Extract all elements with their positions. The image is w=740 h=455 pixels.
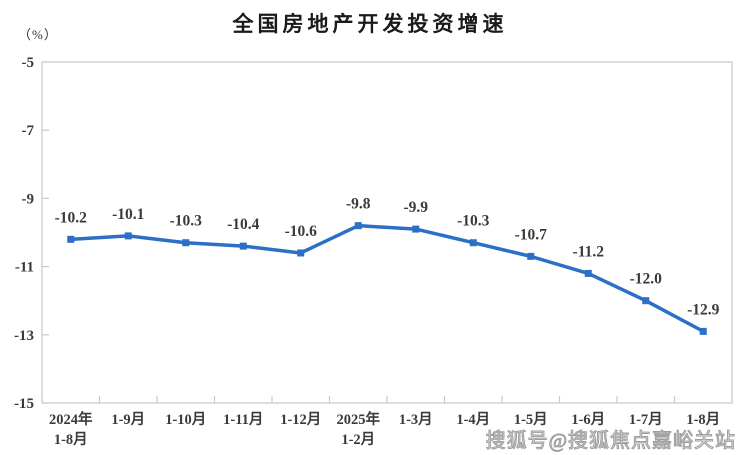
data-point-marker	[239, 242, 247, 250]
data-point-marker	[182, 239, 190, 247]
x-axis-tick-label: 1-10月	[165, 411, 206, 428]
x-axis-tick-label: 1-5月	[514, 411, 548, 428]
x-axis-tick-label: 1-6月	[571, 411, 605, 428]
data-point-marker	[584, 269, 592, 277]
data-point-label: -10.6	[285, 223, 318, 240]
data-point-marker	[67, 235, 75, 243]
data-point-marker	[642, 297, 650, 305]
x-axis-tick-label: 1-9月	[111, 411, 145, 428]
y-axis-tick-label: -5	[22, 55, 35, 71]
data-point-label: -10.3	[170, 213, 203, 230]
data-point-marker	[527, 252, 535, 260]
y-axis-tick-label: -15	[14, 396, 34, 412]
data-point-marker	[699, 327, 707, 335]
data-point-marker	[354, 222, 362, 230]
y-axis-tick-label: -13	[14, 328, 34, 344]
data-point-label: -9.8	[346, 196, 371, 213]
data-point-label: -12.0	[630, 271, 663, 288]
x-axis-tick-label: 1-4月	[456, 411, 490, 428]
chart-title: 全国房地产开发投资增速	[232, 13, 508, 36]
data-point-label: -12.9	[687, 301, 720, 318]
data-point-label: -10.1	[112, 206, 144, 223]
plot-border	[41, 61, 733, 404]
x-axis-tick-label: 1-8月	[686, 411, 720, 428]
y-axis-unit-label: （%）	[18, 27, 58, 42]
data-point-marker	[124, 232, 132, 240]
data-point-label: -9.9	[403, 199, 428, 216]
y-axis-tick-label: -11	[15, 260, 34, 276]
data-point-label: -10.7	[515, 226, 548, 243]
data-point-label: -10.4	[227, 216, 260, 233]
x-axis-tick-label: 1-12月	[280, 411, 321, 428]
data-point-marker	[469, 239, 477, 247]
data-point-marker	[412, 225, 420, 233]
y-axis-tick-label: -9	[22, 191, 35, 207]
x-axis-tick-label: 1-3月	[399, 411, 433, 428]
data-point-marker	[297, 249, 305, 257]
data-point-label: -10.3	[457, 213, 490, 230]
data-point-label: -10.2	[55, 209, 88, 226]
series-line	[70, 223, 705, 333]
x-axis-tick-label: 2024年 1-8月	[49, 410, 93, 448]
x-axis-tick-label: 1-11月	[223, 411, 263, 428]
data-point-label: -11.2	[573, 243, 605, 260]
y-axis-tick-label: -7	[22, 123, 35, 139]
x-axis-tick-label: 2025年 1-2月	[337, 410, 381, 448]
x-axis-tick-label: 1-7月	[629, 411, 663, 428]
